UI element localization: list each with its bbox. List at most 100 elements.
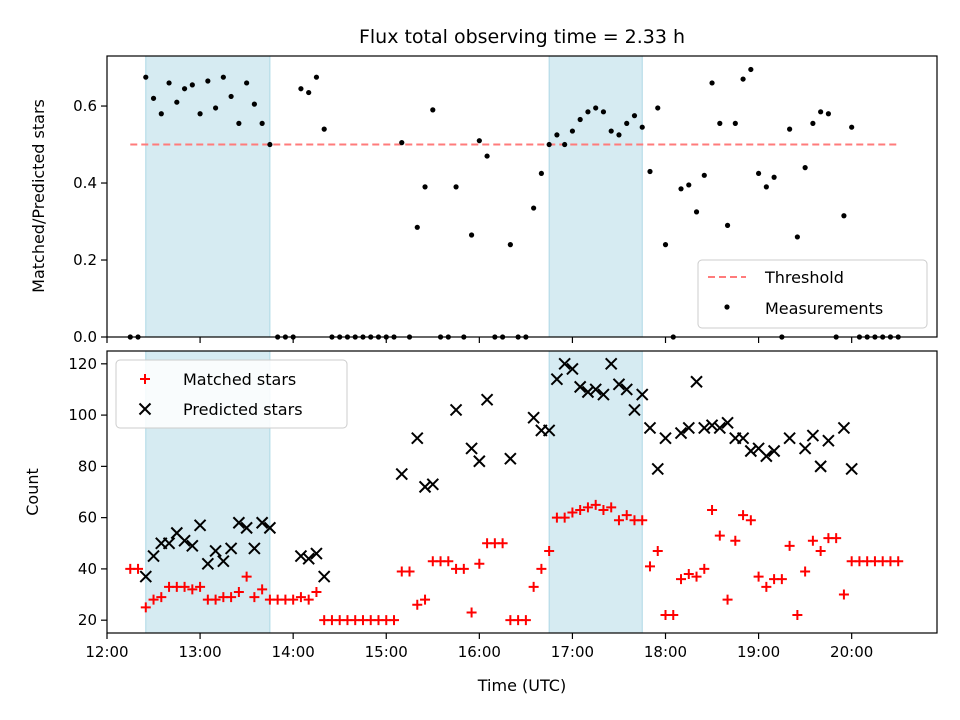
measurements-point [507,242,513,248]
matched-stars-point [668,610,679,621]
legend-predicted-swatch [138,402,152,416]
matched-stars-point [443,556,454,567]
matched-stars-point [389,615,400,626]
predicted-stars-point [845,462,858,476]
measurements-point [600,109,607,115]
x-tick-label: 16:00 [458,643,501,661]
measurements-point [158,111,164,117]
predicted-stars-point [760,449,773,463]
matched-stars-point [179,581,190,592]
measurements-point [422,184,428,190]
predicted-stars-point [628,403,641,417]
predicted-stars-point [426,478,440,491]
matched-stars-point [249,592,260,603]
measurements-point [313,74,320,80]
matched-stars-point [707,504,718,515]
predicted-stars-point [139,570,152,583]
chart-title: Flux total observing time = 2.33 h [359,26,685,48]
matched-stars-point [528,581,539,592]
measurements-point [414,224,420,230]
matched-stars-point [311,586,322,597]
predicted-stars-point [263,521,277,535]
measurements-point [212,105,219,111]
legend-matched-label: Matched stars [183,370,296,389]
predicted-stars-point [395,467,408,481]
matched-stars-point [187,584,198,595]
predicted-stars-point [240,521,253,535]
predicted-stars-point [294,549,308,563]
predicted-stars-point [806,429,820,442]
measurements-point [166,80,172,86]
matched-stars-point [404,566,415,577]
predicted-stars-point [674,426,688,440]
matched-stars-point [241,571,252,582]
predicted-stars-point [317,570,331,583]
measurements-point [321,126,327,132]
measurements-point [810,120,816,126]
measurements-point [267,141,273,148]
legend-measurements-swatch [724,304,730,310]
x-tick-label: 12:00 [85,643,128,661]
predicted-stars-point [178,534,191,547]
matched-stars-point [195,581,206,592]
predicted-stars-point [186,539,199,553]
predicted-stars-point [698,421,711,435]
measurements-point [430,107,436,113]
legend-threshold-label: Threshold [764,268,844,287]
y-tick-label: 20 [78,611,97,629]
measurements-point [484,153,490,159]
matched-stars-point [226,592,237,603]
predicted-stars-point [162,537,176,550]
measurements-point [546,141,552,148]
measurements-point [802,165,808,171]
y-tick-label: 0.6 [73,97,97,115]
measurements-point [608,128,614,134]
measurements-point [236,120,242,126]
measurements-point [150,95,157,101]
predicted-stars-point [659,431,672,445]
predicted-stars-point [814,460,827,473]
legend-matched-swatch [140,374,150,384]
predicted-stars-point [209,544,222,558]
predicted-stars-point [480,393,494,406]
y-tick-label: 80 [78,457,97,475]
matched-stars-point [412,599,423,610]
measurements-point [763,184,769,190]
matched-stars-point [233,586,244,597]
matched-stars-point [683,569,694,580]
predicted-stars-point [542,424,556,437]
measurements-point [825,111,832,117]
matched-stars-point [745,515,756,526]
matched-stars-point [699,563,710,574]
predicted-stars-point [721,416,734,429]
matched-stars-point [140,602,151,613]
legend-predicted-label: Predicted stars [183,400,303,419]
measurements-point [841,213,847,219]
y-tick-label: 60 [78,509,97,527]
measurements-point [453,184,459,190]
matched-stars-point [520,615,531,626]
measurements-point [569,128,576,134]
matched-stars-point [303,594,314,605]
measurements-point [771,174,777,180]
measurements-point [399,140,405,146]
matched-stars-point [458,563,469,574]
predicted-stars-point [217,555,230,568]
predicted-stars-point [504,452,517,465]
measurements-point [593,105,599,111]
measurements-point [259,120,265,126]
measurements-point [306,89,312,96]
matched-stars-point [420,594,431,605]
predicted-stars-point [411,431,424,445]
matched-stars-point [582,502,593,513]
matched-stars-point [644,561,655,572]
predicted-stars-point [822,434,835,447]
measurements-point [143,74,149,80]
matched-stars-point [722,594,733,605]
predicted-stars-point [783,431,796,445]
y-tick-label: 100 [68,406,97,424]
matched-stars-point [466,607,477,618]
matched-stars-point [536,563,547,574]
predicted-stars-point [449,403,463,417]
